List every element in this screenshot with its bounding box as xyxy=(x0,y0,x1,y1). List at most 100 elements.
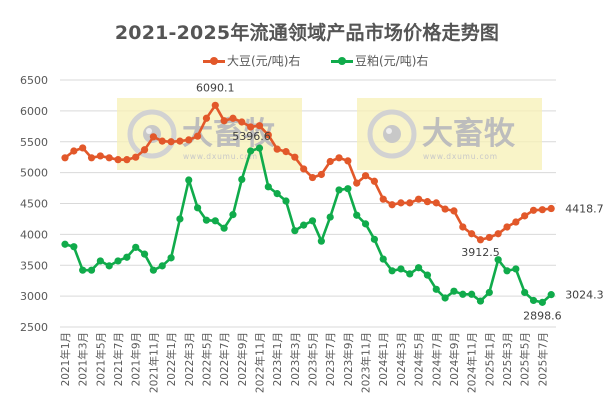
data-point[interactable] xyxy=(194,204,202,212)
data-point[interactable] xyxy=(79,144,87,152)
data-point[interactable] xyxy=(185,136,193,144)
data-point[interactable] xyxy=(450,207,458,215)
data-point[interactable] xyxy=(167,254,175,262)
data-point[interactable] xyxy=(220,117,228,125)
data-point[interactable] xyxy=(397,265,405,273)
data-point[interactable] xyxy=(96,257,104,265)
data-point[interactable] xyxy=(370,235,378,243)
data-point[interactable] xyxy=(220,224,228,232)
data-point[interactable] xyxy=(79,266,87,274)
data-point[interactable] xyxy=(503,223,511,231)
data-point[interactable] xyxy=(247,147,255,155)
data-point[interactable] xyxy=(485,233,493,242)
data-point[interactable] xyxy=(450,287,458,295)
data-point[interactable] xyxy=(105,262,113,270)
data-point[interactable] xyxy=(406,199,414,207)
data-point[interactable] xyxy=(308,173,317,182)
legend-item-soybean[interactable]: 大豆(元/吨)右 xyxy=(203,52,300,69)
data-point[interactable] xyxy=(494,230,502,238)
data-point[interactable] xyxy=(264,131,272,139)
data-point[interactable] xyxy=(255,144,264,152)
data-point[interactable] xyxy=(494,256,502,264)
data-point[interactable] xyxy=(211,217,219,225)
data-point[interactable] xyxy=(140,146,149,154)
data-point[interactable] xyxy=(415,264,423,272)
data-point[interactable] xyxy=(123,156,131,164)
data-point[interactable] xyxy=(406,270,414,278)
data-point[interactable] xyxy=(353,211,361,219)
data-point[interactable] xyxy=(282,197,290,205)
data-point[interactable] xyxy=(70,147,78,155)
data-point[interactable] xyxy=(423,198,432,206)
data-point[interactable] xyxy=(273,190,281,198)
data-point[interactable] xyxy=(229,114,237,122)
data-point[interactable] xyxy=(247,123,255,131)
data-point[interactable] xyxy=(468,230,476,238)
data-point[interactable] xyxy=(379,195,387,203)
data-point[interactable] xyxy=(264,183,272,191)
data-point[interactable] xyxy=(202,114,211,122)
data-point[interactable] xyxy=(255,122,264,130)
data-point[interactable] xyxy=(158,262,166,270)
data-point[interactable] xyxy=(87,154,96,162)
data-point[interactable] xyxy=(202,216,211,224)
data-point[interactable] xyxy=(538,206,546,214)
data-point[interactable] xyxy=(123,253,131,261)
data-point[interactable] xyxy=(459,223,467,231)
data-point[interactable] xyxy=(512,218,520,226)
data-point[interactable] xyxy=(238,118,246,126)
data-point[interactable] xyxy=(476,236,485,244)
data-point[interactable] xyxy=(308,217,317,225)
data-point[interactable] xyxy=(185,176,193,184)
data-point[interactable] xyxy=(432,199,440,207)
data-point[interactable] xyxy=(361,220,370,228)
data-point[interactable] xyxy=(158,137,166,145)
data-point[interactable] xyxy=(211,101,219,109)
data-point[interactable] xyxy=(379,255,387,263)
data-point[interactable] xyxy=(132,243,140,251)
data-point[interactable] xyxy=(415,195,423,203)
data-point[interactable] xyxy=(529,206,538,214)
data-point[interactable] xyxy=(132,153,140,161)
data-point[interactable] xyxy=(335,154,343,162)
data-point[interactable] xyxy=(87,266,96,274)
data-point[interactable] xyxy=(432,285,440,293)
data-point[interactable] xyxy=(547,291,555,299)
data-point[interactable] xyxy=(538,298,546,306)
data-point[interactable] xyxy=(529,296,538,305)
data-point[interactable] xyxy=(503,267,511,275)
data-point[interactable] xyxy=(167,138,175,146)
data-point[interactable] xyxy=(238,175,246,184)
data-point[interactable] xyxy=(176,215,184,223)
data-point[interactable] xyxy=(521,212,529,220)
data-point[interactable] xyxy=(61,154,69,162)
data-point[interactable] xyxy=(300,165,308,173)
data-point[interactable] xyxy=(96,152,104,160)
data-point[interactable] xyxy=(353,179,361,187)
data-point[interactable] xyxy=(485,288,493,297)
data-point[interactable] xyxy=(335,186,343,194)
data-point[interactable] xyxy=(370,177,378,185)
data-point[interactable] xyxy=(291,153,299,161)
data-point[interactable] xyxy=(229,211,237,219)
data-point[interactable] xyxy=(397,199,405,207)
data-point[interactable] xyxy=(459,290,467,298)
data-point[interactable] xyxy=(441,294,449,302)
data-point[interactable] xyxy=(423,271,432,279)
data-point[interactable] xyxy=(344,185,352,193)
data-point[interactable] xyxy=(291,227,299,235)
data-point[interactable] xyxy=(300,221,308,229)
data-point[interactable] xyxy=(114,257,122,265)
data-point[interactable] xyxy=(388,201,396,209)
data-point[interactable] xyxy=(468,290,476,298)
data-point[interactable] xyxy=(388,267,396,275)
data-point[interactable] xyxy=(344,157,352,165)
data-point[interactable] xyxy=(194,132,202,140)
data-point[interactable] xyxy=(149,266,157,274)
data-point[interactable] xyxy=(512,265,520,273)
data-point[interactable] xyxy=(282,148,290,156)
data-point[interactable] xyxy=(476,297,485,305)
data-point[interactable] xyxy=(326,157,334,166)
data-point[interactable] xyxy=(273,145,281,153)
data-point[interactable] xyxy=(105,154,113,162)
